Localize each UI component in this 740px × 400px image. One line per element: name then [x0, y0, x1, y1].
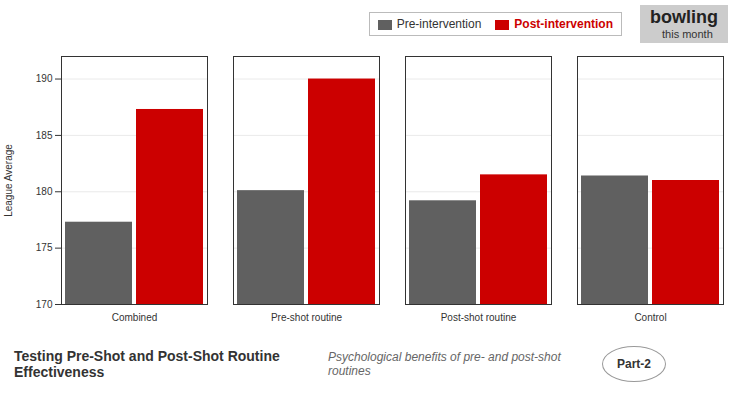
html-text:Part-2: Part-2	[617, 357, 651, 371]
html-text:this month: this month	[662, 27, 713, 40]
svg-text:League Average: League Average	[3, 144, 14, 217]
svg-text:190: 190	[36, 73, 53, 84]
svg-text:180: 180	[36, 186, 53, 197]
svg-text:Control: Control	[634, 312, 666, 323]
svg-text:Combined: Combined	[112, 312, 158, 323]
svg-text:175: 175	[36, 242, 53, 253]
svg-text:Post-shot routine: Post-shot routine	[441, 312, 517, 323]
svg-text:170: 170	[36, 299, 53, 310]
html-text:bowling: bowling	[650, 7, 718, 27]
html-text:Psychological benefits of pre-: Psychological benefits of pre- and post-…	[328, 350, 561, 378]
html-text:Pre-intervention: Pre-intervention	[396, 17, 482, 31]
html-text:Post-intervention: Post-intervention	[514, 17, 613, 31]
svg-text:Pre-shot routine: Pre-shot routine	[271, 312, 343, 323]
svg-text:185: 185	[36, 130, 53, 141]
html-text:Testing Pre-Shot and Post-Shot: Testing Pre-Shot and Post-Shot Routine E…	[14, 348, 280, 380]
